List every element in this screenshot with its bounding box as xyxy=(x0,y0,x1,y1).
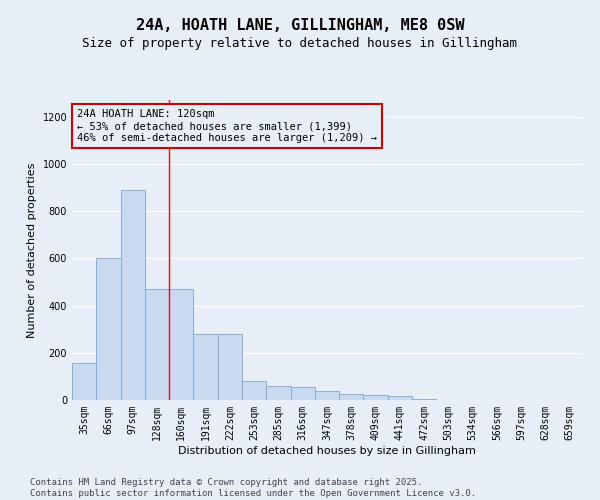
Bar xyxy=(266,386,290,400)
Bar xyxy=(193,334,218,400)
Bar xyxy=(121,190,145,400)
Text: 24A HOATH LANE: 120sqm
← 53% of detached houses are smaller (1,399)
46% of semi-: 24A HOATH LANE: 120sqm ← 53% of detached… xyxy=(77,110,377,142)
Bar xyxy=(315,390,339,400)
X-axis label: Distribution of detached houses by size in Gillingham: Distribution of detached houses by size … xyxy=(178,446,476,456)
Bar xyxy=(388,396,412,400)
Bar xyxy=(96,258,121,400)
Y-axis label: Number of detached properties: Number of detached properties xyxy=(27,162,37,338)
Bar xyxy=(364,396,388,400)
Text: Contains HM Land Registry data © Crown copyright and database right 2025.
Contai: Contains HM Land Registry data © Crown c… xyxy=(30,478,476,498)
Bar xyxy=(145,289,169,400)
Bar xyxy=(242,381,266,400)
Bar xyxy=(72,364,96,400)
Bar xyxy=(339,394,364,400)
Bar xyxy=(218,334,242,400)
Bar xyxy=(290,387,315,400)
Text: Size of property relative to detached houses in Gillingham: Size of property relative to detached ho… xyxy=(83,38,517,51)
Bar xyxy=(412,399,436,400)
Text: 24A, HOATH LANE, GILLINGHAM, ME8 0SW: 24A, HOATH LANE, GILLINGHAM, ME8 0SW xyxy=(136,18,464,32)
Bar xyxy=(169,289,193,400)
